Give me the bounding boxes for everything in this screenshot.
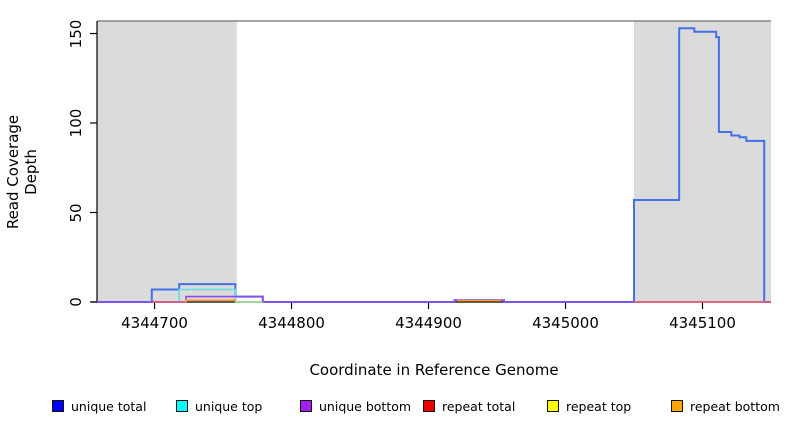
shaded-region	[97, 21, 237, 302]
legend-label: repeat bottom	[690, 398, 780, 414]
shaded-region	[634, 21, 771, 302]
series-repeat-bottom	[185, 299, 237, 302]
legend-label: repeat top	[566, 398, 632, 414]
legend-item-repeat-top: repeat top	[547, 398, 631, 414]
unique-total-swatch-icon	[52, 400, 64, 412]
x-tick-label: 4345100	[669, 314, 736, 332]
x-axis-title: Coordinate in Reference Genome	[309, 361, 559, 379]
unique-bottom-swatch-icon	[300, 400, 312, 412]
y-tick-label: 100	[67, 108, 85, 138]
legend-label: repeat total	[442, 398, 516, 414]
repeat-top-swatch-icon	[547, 400, 559, 412]
y-tick-label: 150	[67, 19, 85, 48]
x-tick-label: 4345000	[532, 314, 599, 332]
legend-item-unique-bottom: unique bottom	[300, 398, 411, 414]
x-tick-label: 4344800	[258, 314, 325, 332]
unique-top-swatch-icon	[176, 400, 188, 412]
x-tick-label: 4344900	[395, 314, 462, 332]
y-tick-label: 0	[67, 297, 85, 307]
repeat-bottom-swatch-icon	[671, 400, 683, 412]
series-unique-bottom	[97, 295, 634, 303]
legend-item-unique-total: unique total	[52, 398, 146, 414]
legend-item-repeat-total: repeat total	[423, 398, 515, 414]
legend-item-unique-top: unique top	[176, 398, 262, 414]
series-unique-total	[97, 27, 771, 303]
legend: unique total unique top unique bottom re…	[0, 398, 792, 420]
legend-label: unique top	[195, 398, 263, 414]
legend-label: unique bottom	[319, 398, 412, 414]
legend-label: unique total	[71, 398, 147, 414]
y-axis-title: Read Coverage Depth	[4, 114, 40, 230]
repeat-total-swatch-icon	[423, 400, 435, 412]
x-tick-label: 4344700	[121, 314, 188, 332]
y-tick-label: 50	[67, 202, 85, 223]
legend-item-repeat-bottom: repeat bottom	[671, 398, 780, 414]
